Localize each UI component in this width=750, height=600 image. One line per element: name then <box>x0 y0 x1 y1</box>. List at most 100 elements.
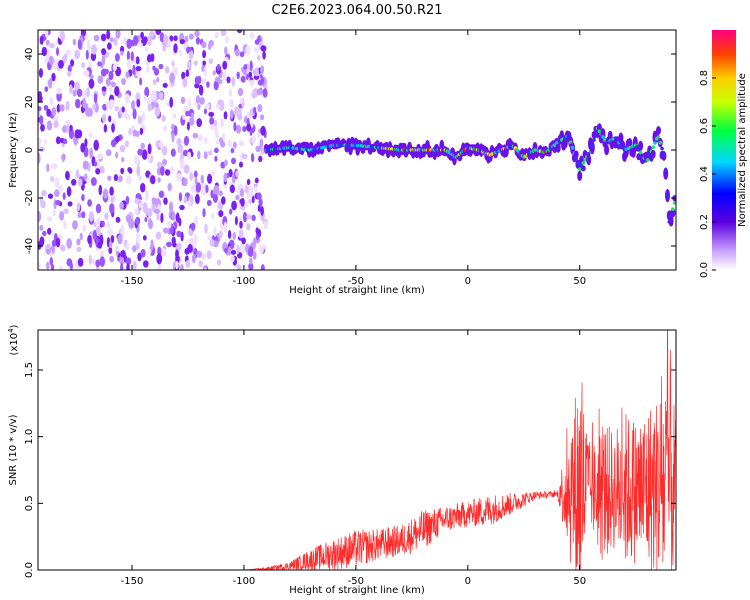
noise-blob <box>76 202 81 212</box>
noise-blob <box>85 49 89 60</box>
noise-blob <box>180 264 184 270</box>
signal-core <box>651 145 655 149</box>
noise-blob <box>38 137 42 145</box>
noise-blob <box>179 49 183 56</box>
signal-blob <box>577 170 583 181</box>
noise-blob <box>40 124 45 132</box>
signal-core <box>671 207 675 211</box>
noise-blob <box>202 50 207 59</box>
noise-blob <box>75 98 81 109</box>
noise-blob <box>260 65 265 75</box>
noise-blob <box>147 104 153 112</box>
noise-blob <box>214 147 219 154</box>
noise-blob <box>209 124 215 130</box>
noise-blob <box>139 77 143 86</box>
noise-blob <box>194 30 200 37</box>
noise-blob <box>47 193 54 199</box>
noise-blob <box>214 32 219 39</box>
noise-blob <box>120 50 124 56</box>
noise-blob <box>137 42 143 48</box>
x-tick-label: -50 <box>348 276 364 287</box>
noise-blob <box>67 71 71 77</box>
noise-blob <box>143 260 149 268</box>
noise-blob <box>239 97 243 105</box>
noise-blob <box>213 226 217 237</box>
noise-blob <box>177 143 183 154</box>
noise-blob <box>197 104 201 110</box>
noise-blob <box>82 160 89 170</box>
noise-blob <box>183 164 190 174</box>
noise-blob <box>72 89 77 97</box>
noise-blob <box>243 64 248 70</box>
noise-blob <box>88 132 93 138</box>
noise-blob <box>56 103 61 113</box>
noise-blob <box>148 217 152 227</box>
noise-blob <box>114 53 120 62</box>
noise-blob <box>38 211 42 222</box>
noise-blob <box>104 212 109 221</box>
x-tick-label: -100 <box>233 276 256 287</box>
noise-blob <box>229 208 233 215</box>
noise-blob <box>178 217 182 227</box>
noise-blob <box>156 161 163 168</box>
colorbar-gradient <box>712 30 736 270</box>
noise-blob <box>206 250 212 259</box>
noise-blob <box>146 66 150 73</box>
signal-core <box>662 152 666 157</box>
noise-blob <box>176 172 182 182</box>
noise-blob <box>132 260 137 270</box>
signal-core <box>646 158 650 162</box>
noise-blob <box>49 96 54 106</box>
noise-blob <box>66 124 70 134</box>
signal-blob <box>573 150 579 159</box>
noise-blob <box>50 264 55 270</box>
noise-blob <box>233 141 237 149</box>
noise-blob <box>203 266 207 270</box>
x-tick-label: 0 <box>465 576 471 587</box>
noise-blob <box>234 48 240 57</box>
noise-blob <box>53 120 59 128</box>
noise-blob <box>239 51 245 58</box>
noise-blob <box>161 145 168 156</box>
signal-core <box>603 138 607 142</box>
noise-blob <box>190 112 195 119</box>
signal-core <box>663 168 668 172</box>
noise-blob <box>190 184 196 193</box>
signal-core <box>638 150 643 155</box>
noise-blob <box>121 106 125 113</box>
noise-blob <box>124 93 130 104</box>
noise-blob <box>263 220 268 230</box>
colorbar-tick-label: 0.2 <box>699 214 710 230</box>
signal-blob <box>638 140 644 151</box>
noise-blob <box>146 54 153 63</box>
noise-blob <box>90 258 96 265</box>
noise-blob <box>115 135 120 143</box>
noise-blob <box>144 86 150 98</box>
noise-blob <box>58 184 63 193</box>
noise-blob <box>145 46 148 53</box>
noise-blob <box>251 195 255 204</box>
noise-blob <box>171 60 175 67</box>
noise-blob <box>218 190 223 197</box>
noise-blob <box>251 214 256 222</box>
noise-blob <box>89 147 93 159</box>
noise-blob <box>172 112 177 119</box>
noise-blob <box>114 86 120 97</box>
noise-blob <box>182 114 186 121</box>
noise-blob <box>236 264 242 270</box>
noise-blob <box>137 115 143 125</box>
noise-blob <box>249 257 253 265</box>
noise-blob <box>170 148 176 157</box>
noise-blob <box>161 115 166 122</box>
colorbar-ticks: 0.0 0.2 0.4 0.6 0.8 <box>699 70 716 278</box>
noise-blob <box>58 59 64 69</box>
noise-blob <box>142 202 148 213</box>
noise-blob <box>120 262 124 270</box>
noise-blob <box>87 199 92 207</box>
noise-blob <box>188 98 192 109</box>
noise-blob <box>125 113 131 120</box>
colorbar-tick-label: 0.4 <box>699 166 710 182</box>
noise-blob <box>59 244 66 252</box>
noise-blob <box>160 212 164 224</box>
noise-blob <box>107 229 114 236</box>
